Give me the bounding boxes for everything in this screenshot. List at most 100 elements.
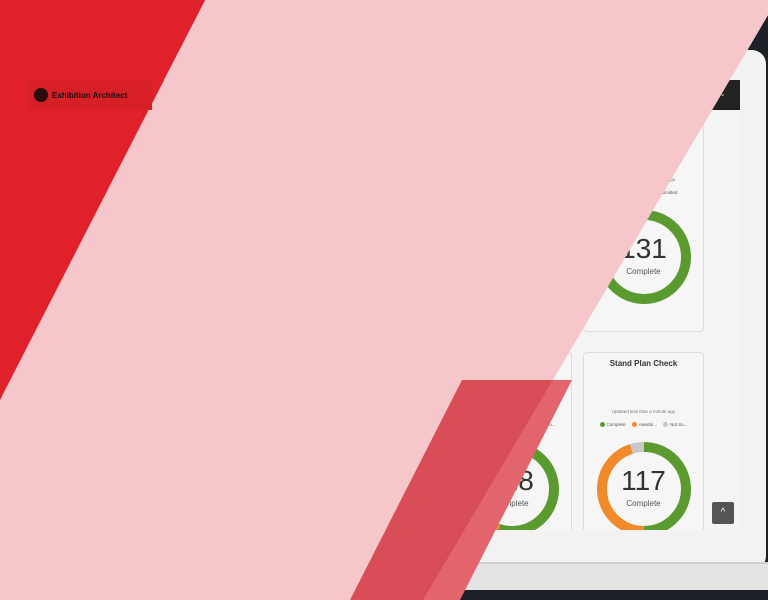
legend-item[interactable]: Complete [467, 190, 494, 196]
sidebar-item-label: Orders [52, 488, 74, 496]
sidebar-item-label: Widgets [52, 351, 78, 359]
laptop-base [0, 562, 768, 590]
sidebar-item-task-list[interactable]: Task List ⌄ [28, 247, 151, 267]
sidebar-item-aliases[interactable]: Aliases ⌄ [28, 228, 151, 248]
scroll-top-button[interactable]: ^ [712, 502, 734, 524]
chevron-down-icon: ⌄ [137, 391, 143, 399]
card-title: Health & Safety Declaration Form - Space… [327, 127, 432, 146]
legend-item[interactable]: Complete [210, 422, 236, 428]
menu-icon [34, 409, 44, 418]
legend-item[interactable]: Awaitin... [499, 190, 525, 196]
legend: Complete Awaitin... Not Su... [320, 422, 439, 428]
sidebar-item-themes[interactable]: Themes ⌄ [28, 502, 151, 522]
legend-dot [662, 422, 668, 428]
sidebar-item-dashboard[interactable]: Dashboard [28, 110, 151, 130]
legend-item[interactable]: Awaiting Approval [242, 190, 285, 196]
legend-item[interactable]: Complete [335, 190, 362, 196]
sidebar: Dashboard New ⌄ Look and Feel Site Menu Conte… [28, 110, 152, 530]
sidebar-item-label: Look and Feel [52, 155, 96, 163]
sidebar-item-label: Contractors [52, 331, 89, 339]
status-card[interactable]: Health & Safety Declaration Form - Space… [319, 120, 440, 332]
sidebar-item-services[interactable]: Services [28, 286, 151, 306]
donut-chart: 338 Complete [198, 207, 298, 307]
legend-item[interactable]: Complete [609, 190, 636, 196]
menu-icon [34, 331, 44, 340]
menu-icon [34, 194, 44, 203]
legend-item[interactable]: Not Submitted [641, 190, 677, 196]
card-title: Stand Plan Check [609, 359, 678, 368]
status-card[interactable]: Stand Plan Check Updated less than a min… [583, 352, 704, 530]
legend-item[interactable]: Awaitin... [499, 422, 525, 428]
legend-dot [530, 422, 536, 428]
legend-item[interactable]: Awaitin... [367, 190, 393, 196]
legend-dot [467, 190, 473, 196]
legend-item[interactable]: Not Su... [398, 190, 423, 196]
sidebar-item-label: Pricing [52, 410, 75, 418]
legend-item[interactable]: Awaitin... [631, 422, 657, 428]
count: 338 [224, 233, 271, 265]
legend-item[interactable]: Awaiting Approval [242, 422, 285, 428]
legend-item[interactable]: Complete [599, 422, 626, 428]
donut-chart: 128 Complete [330, 439, 430, 530]
legend-dot [335, 422, 341, 428]
sidebar-item-label: Manuals [52, 214, 79, 222]
sidebar-item-manuals[interactable]: Manuals [28, 208, 151, 228]
count: 128 [356, 465, 403, 497]
sidebar-item-taxonomies[interactable]: Taxonomies [28, 306, 151, 326]
card-title: Risk Assessment Form (Pavilion DMG Build… [203, 359, 292, 378]
status-card[interactable]: Nameboard Updated less than a minute ago… [583, 120, 704, 332]
legend-dot [242, 190, 248, 196]
legend-dot [367, 190, 373, 196]
legend-dot [398, 422, 404, 428]
status-card[interactable]: Risk Assessment Form (Shell Scheme) Upda… [319, 352, 440, 530]
legend: Complete Awaiting Approval [188, 422, 307, 428]
sidebar-item-pricing[interactable]: Pricing ⌄ [28, 404, 151, 424]
legend-item[interactable]: Complete [210, 190, 236, 196]
status-card[interactable]: Health & Safety Declaration Form - Shell… [187, 120, 308, 332]
chevron-down-icon: ⌄ [137, 234, 143, 242]
legend-dot [631, 422, 637, 428]
legend-item[interactable]: Not Su... [398, 422, 423, 428]
chevron-down-icon[interactable]: ⌄ [719, 89, 726, 98]
legend-item[interactable]: Not Su... [530, 422, 555, 428]
status-card[interactable]: Method Statement Form Updated less than … [451, 120, 572, 332]
count-label: Complete [362, 499, 397, 509]
sidebar-item-queries[interactable]: Queries ⌄ [28, 267, 151, 287]
user-icon[interactable] [704, 89, 716, 101]
status-card[interactable]: Risk Assessment Form (Space Only) Update… [451, 352, 572, 530]
legend-dot [599, 422, 605, 428]
sidebar-item-label: New [52, 135, 66, 143]
donut-chart: 117 Complete [594, 439, 694, 530]
sidebar-item-media[interactable]: Media ⌄ [28, 365, 151, 385]
sidebar-item-contractors[interactable]: Contractors [28, 326, 151, 346]
sidebar-item-label: Taxonomies [52, 312, 90, 320]
status-card[interactable]: Risk Assessment Form (Pavilion DMG Build… [187, 352, 308, 530]
menu-icon [34, 390, 44, 399]
sidebar-item-new[interactable]: New ⌄ [28, 130, 151, 150]
legend-item[interactable]: Complete [467, 422, 494, 428]
sidebar-item-look-and-feel[interactable]: Look and Feel [28, 149, 151, 169]
count: 117 [621, 465, 666, 497]
sidebar-item-label: Products [52, 390, 81, 398]
legend-dot [210, 190, 216, 196]
sidebar-item-label: Forms [52, 429, 72, 437]
chevron-down-icon: ⌄ [137, 273, 143, 281]
legend-item[interactable]: Awaitin... [367, 422, 393, 428]
count-label: Complete [626, 267, 661, 277]
sidebar-item-forms[interactable]: Forms ⌄ [28, 424, 151, 444]
updated-text: Updated less than a minute ago [215, 177, 280, 182]
menu-icon [34, 154, 44, 163]
sidebar-item-widgets[interactable]: Widgets [28, 345, 151, 365]
sidebar-item-modules[interactable]: Modules ⌄ [28, 463, 151, 483]
menu-icon [34, 233, 44, 242]
brand[interactable]: Exhibition Architect [28, 80, 152, 110]
legend-item[interactable]: Not Su... [662, 422, 687, 428]
sidebar-item-site-menu[interactable]: Site Menu [28, 169, 151, 189]
sidebar-item-orders[interactable]: Orders [28, 482, 151, 502]
legend: Complete Awaitin... Not Su... [584, 422, 703, 428]
sidebar-item-content[interactable]: Content ⌄ [28, 188, 151, 208]
sidebar-item-products[interactable]: Products ⌄ [28, 384, 151, 404]
legend-item[interactable]: Complete [335, 422, 362, 428]
legend-item[interactable]: Not Su... [530, 190, 555, 196]
sidebar-item-exhibitors[interactable]: Exhibitors ⌄ [28, 443, 151, 463]
